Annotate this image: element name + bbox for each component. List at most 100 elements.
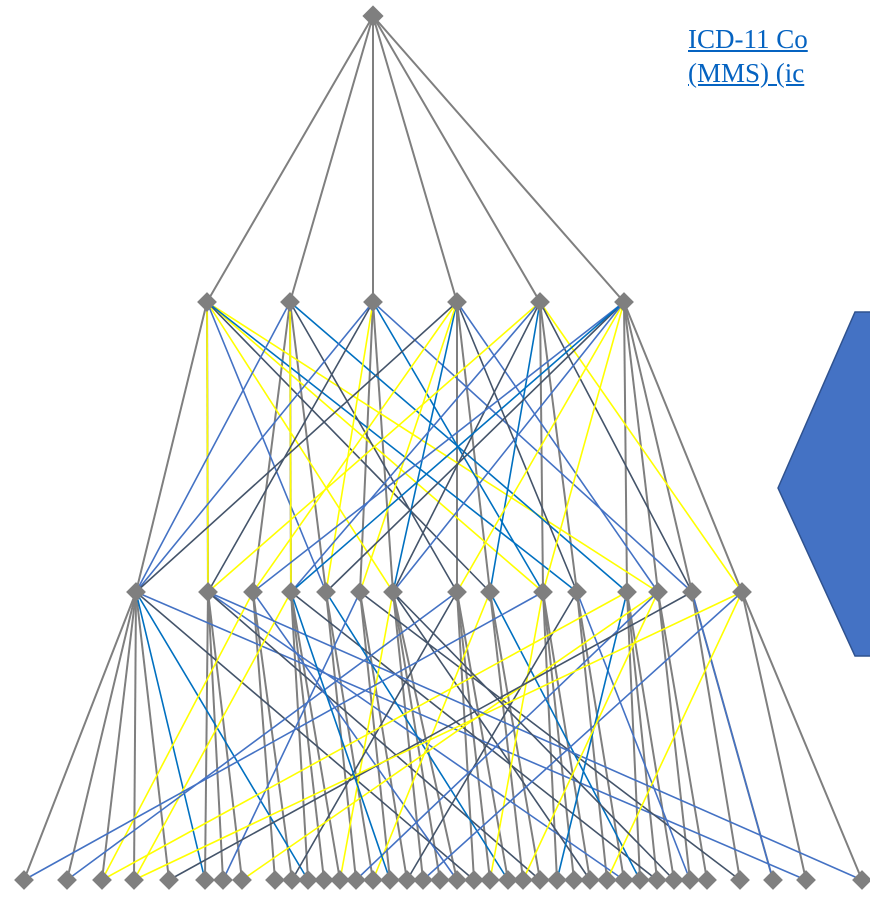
cross-link [207, 591, 863, 881]
cross-link [456, 301, 625, 593]
tree-edge [489, 591, 541, 881]
tree-edge [289, 301, 327, 593]
leaf-node [430, 870, 450, 890]
cross-link [252, 301, 625, 593]
level2-node [567, 582, 587, 602]
tree-edge [623, 301, 628, 593]
leaf-node [92, 870, 112, 890]
cross-link [135, 591, 807, 881]
level2-node [243, 582, 263, 602]
leaf-node [580, 870, 600, 890]
leaf-node [530, 870, 550, 890]
level1-node [614, 292, 634, 312]
leaf-node [852, 870, 870, 890]
cross-link [392, 591, 675, 881]
cross-link-layer [23, 301, 863, 881]
level2-node [281, 582, 301, 602]
cross-link [290, 591, 391, 881]
tree-edge [626, 591, 658, 881]
leaf-node [464, 870, 484, 890]
tree-edge [392, 591, 458, 881]
level1-node [363, 292, 383, 312]
cross-link [359, 591, 741, 881]
cross-link [290, 301, 541, 593]
cross-link [392, 301, 541, 593]
cross-link [252, 591, 458, 881]
cross-link [392, 301, 458, 593]
leaf-node [330, 870, 350, 890]
level2-node [316, 582, 336, 602]
leaf-node [597, 870, 617, 890]
cross-link [290, 301, 625, 593]
cross-link [456, 301, 659, 593]
tree-edge [101, 591, 137, 881]
leaf-node [513, 870, 533, 890]
tree-edge [372, 15, 625, 303]
node-layer [14, 5, 870, 890]
cross-link [206, 301, 491, 593]
icd11-link-line2: (MMS) (ic [688, 58, 805, 88]
cross-link [135, 591, 206, 881]
cross-link [135, 591, 475, 881]
cross-link [556, 591, 628, 881]
cross-link [325, 301, 625, 593]
leaf-node [413, 870, 433, 890]
cross-link [392, 301, 625, 593]
tree-edge [691, 591, 741, 881]
leaf-node [57, 870, 77, 890]
tree-edge [133, 591, 137, 881]
cross-link [206, 301, 578, 593]
tree-edge [539, 301, 544, 593]
leaf-node [14, 870, 34, 890]
leaf-node [346, 870, 366, 890]
cross-link [66, 591, 458, 881]
leaf-node [630, 870, 650, 890]
leaf-node [697, 870, 717, 890]
cross-link [252, 301, 458, 593]
tree-edge [290, 591, 309, 881]
leaf-node [232, 870, 252, 890]
leaf-node [195, 870, 215, 890]
tree-edge [623, 301, 693, 593]
cross-link [325, 591, 509, 881]
tree-edge [207, 591, 224, 881]
cross-link [372, 301, 693, 593]
tree-edge [66, 591, 137, 881]
tree-edge [576, 591, 625, 881]
level1-node [530, 292, 550, 312]
leaf-node [564, 870, 584, 890]
tree-edge [741, 591, 807, 881]
cross-link [291, 591, 458, 881]
level2-node [533, 582, 553, 602]
cross-link [206, 301, 659, 593]
tree-edge [325, 591, 374, 881]
cross-link [135, 301, 291, 593]
cross-link [542, 301, 625, 593]
cross-link [325, 301, 374, 593]
tree-edge [359, 591, 408, 881]
leaf-node [614, 870, 634, 890]
leaf-node [282, 870, 302, 890]
cross-link [135, 591, 309, 881]
tree-edge [741, 591, 863, 881]
cross-link [168, 591, 693, 881]
tree-edge [290, 591, 341, 881]
cross-link [422, 591, 743, 881]
cross-link [135, 301, 458, 593]
tree-edge [206, 15, 374, 303]
tree-edge [372, 301, 394, 593]
cross-link [133, 591, 292, 881]
leaf-node [680, 870, 700, 890]
cross-link [207, 301, 374, 593]
tree-edge [252, 591, 276, 881]
cross-link [135, 301, 374, 593]
tree-edge [289, 15, 374, 303]
icd11-link[interactable]: ICD-11 Co (MMS) (ic [688, 22, 870, 90]
tree-edge [23, 591, 137, 881]
cross-link [606, 591, 743, 881]
level2-node [383, 582, 403, 602]
level1-node [280, 292, 300, 312]
level2-node [617, 582, 637, 602]
level2-node [682, 582, 702, 602]
